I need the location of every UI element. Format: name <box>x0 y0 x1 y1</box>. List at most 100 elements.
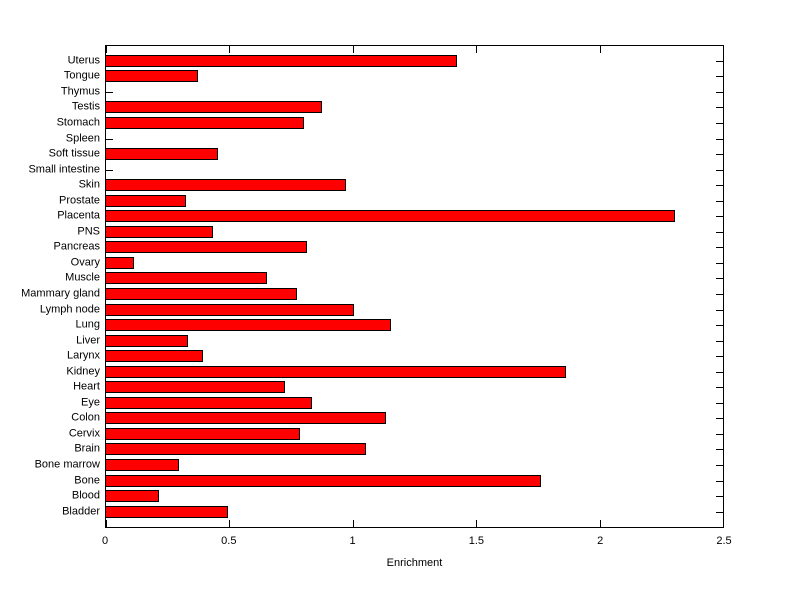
chart-row: Larynx <box>67 348 723 364</box>
y-tick <box>716 325 723 327</box>
x-tick <box>599 520 601 527</box>
y-tick <box>716 387 723 389</box>
category-label: Larynx <box>66 349 100 362</box>
x-tick <box>106 46 107 53</box>
bar-pns <box>105 225 214 238</box>
bar-cervix <box>105 427 300 440</box>
chart-row: Lung <box>76 317 723 333</box>
y-tick <box>716 122 723 124</box>
bar-pancreas <box>105 241 307 254</box>
bar-mammary-gland <box>105 287 298 300</box>
y-tick <box>716 293 723 295</box>
category-label: Bladder <box>62 505 100 518</box>
category-label: Stomach <box>56 116 100 129</box>
category-label: Skin <box>78 178 100 191</box>
bar-muscle <box>105 272 268 285</box>
category-label: Mammary gland <box>21 287 100 300</box>
category-label: PNS <box>77 225 100 238</box>
y-tick <box>716 278 723 280</box>
chart-row: PNS <box>77 224 723 240</box>
chart-row: Bladder <box>62 504 723 520</box>
y-tick <box>716 464 723 466</box>
bar-blood <box>105 490 159 503</box>
chart-row: Eye <box>81 395 723 411</box>
chart-row: Brain <box>74 442 723 458</box>
y-tick <box>716 262 723 264</box>
category-label: Lymph node <box>39 303 100 316</box>
x-tick-label: 0.5 <box>221 535 237 547</box>
category-label: Liver <box>76 334 100 347</box>
category-label: Bone marrow <box>34 458 100 471</box>
chart-row: Uterus <box>68 53 723 69</box>
y-tick <box>106 138 113 140</box>
chart-row: Kidney <box>66 364 723 380</box>
x-tick-label: 2 <box>597 535 604 547</box>
y-tick <box>716 91 723 93</box>
y-tick <box>716 216 723 218</box>
chart-row: Placenta <box>57 208 723 224</box>
y-tick <box>716 185 723 187</box>
y-tick <box>716 231 723 233</box>
x-tick-labels: 0 0.5 1 1.5 2 2.5 <box>102 535 732 549</box>
y-tick <box>716 480 723 482</box>
category-label: Eye <box>81 396 100 409</box>
category-label: Brain <box>74 442 100 455</box>
chart-row: Colon <box>71 411 723 427</box>
y-tick <box>716 418 723 420</box>
bar-larynx <box>105 350 204 363</box>
bar-testis <box>105 101 322 114</box>
chart-row: Heart <box>73 379 723 395</box>
x-tick <box>229 520 231 527</box>
plot-area: Uterus Tongue Thymus Testis Stomach Spleen Sof… <box>21 45 724 528</box>
bar-uterus <box>105 54 458 67</box>
x-tick-label: 2.5 <box>716 535 732 547</box>
y-tick <box>716 138 723 140</box>
chart-row: Liver <box>76 333 723 349</box>
y-tick <box>716 496 723 498</box>
category-label: Testis <box>71 100 100 113</box>
y-tick <box>106 91 113 93</box>
y-tick <box>716 511 723 513</box>
bar-brain <box>105 443 367 456</box>
bar-lymph-node <box>105 303 354 316</box>
x-tick <box>229 46 231 53</box>
x-tick <box>352 520 354 527</box>
x-tick <box>723 46 724 53</box>
chart-row: Cervix <box>69 426 723 442</box>
chart-row: Mammary gland <box>21 286 723 302</box>
category-label: Cervix <box>68 427 100 440</box>
category-label: Blood <box>71 489 100 502</box>
x-tick <box>723 520 724 527</box>
y-tick <box>716 60 723 62</box>
x-tick <box>476 46 478 53</box>
category-label: Thymus <box>60 85 100 98</box>
chart-row: Stomach <box>57 115 723 131</box>
category-label: Ovary <box>70 256 100 269</box>
bar-bone-marrow <box>105 458 179 471</box>
x-tick <box>476 520 478 527</box>
category-label: Soft tissue <box>48 147 100 160</box>
y-tick <box>716 449 723 451</box>
category-label: Uterus <box>67 54 100 67</box>
y-tick <box>716 356 723 358</box>
category-label: Pancreas <box>53 240 100 253</box>
y-tick <box>716 433 723 435</box>
x-tick-label: 1 <box>349 535 356 547</box>
bar-bladder <box>105 505 228 518</box>
category-label: Spleen <box>65 132 100 144</box>
category-label: Tongue <box>63 69 100 82</box>
bar-bone <box>105 474 542 487</box>
y-tick <box>106 169 113 171</box>
x-axis-label: Enrichment <box>386 557 443 569</box>
y-tick <box>716 76 723 78</box>
category-label: Small intestine <box>28 163 100 176</box>
category-label: Muscle <box>65 271 100 284</box>
y-tick <box>716 107 723 109</box>
chart-row: Ovary <box>71 255 723 271</box>
rows: Uterus Tongue Thymus Testis Stomach Spleen Sof… <box>21 46 723 527</box>
category-label: Heart <box>73 380 100 393</box>
chart-row: Bone <box>74 473 723 489</box>
category-label: Prostate <box>59 194 100 207</box>
bar-skin <box>105 179 347 192</box>
